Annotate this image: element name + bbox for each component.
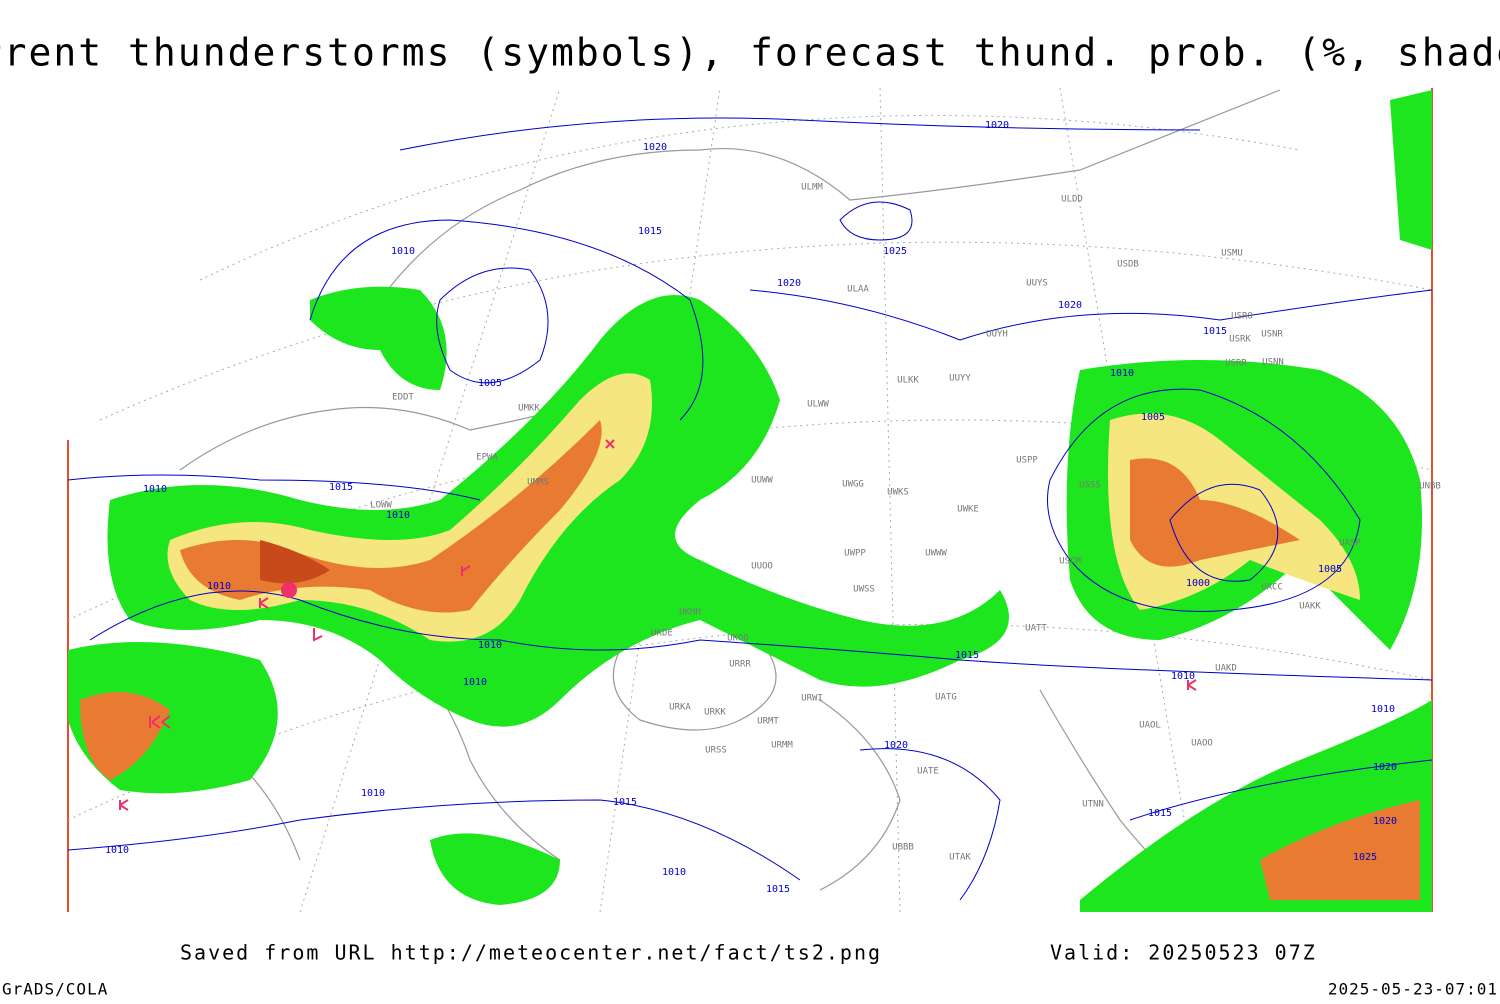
isobar-label: 1015	[613, 797, 637, 808]
station-label: URSS	[705, 746, 727, 756]
isobar-label: 1020	[777, 278, 801, 289]
station-label: UWWW	[925, 549, 947, 559]
isobar-label: 1010	[361, 788, 385, 799]
station-label: USMU	[1221, 249, 1243, 259]
station-label: USRR	[1225, 359, 1247, 369]
station-label: UKDE	[651, 629, 673, 639]
station-label: URKA	[669, 703, 691, 713]
isobar-label: 1010	[662, 867, 686, 878]
station-label: ULMM	[801, 183, 823, 193]
source-url: Saved from URL http://meteocenter.net/fa…	[180, 941, 882, 965]
isobar-label: 1010	[105, 845, 129, 856]
station-label: URWI	[801, 694, 823, 704]
station-label: ULDD	[1061, 195, 1083, 205]
isobar-label: 1005	[1318, 564, 1342, 575]
station-label: UWKE	[957, 505, 979, 515]
station-label: USRK	[1229, 335, 1251, 345]
isobar-label: 1020	[985, 120, 1009, 131]
station-label: UTNN	[1082, 800, 1104, 810]
station-label: UUOO	[751, 562, 773, 572]
station-label: UUWW	[751, 476, 773, 486]
station-labels: ULMM ULDD USMU USDB ULAA UUYS USRO USRK USNR UUYH…	[370, 183, 1441, 863]
station-label: EDDT	[392, 393, 414, 403]
isobar-label: 1015	[955, 650, 979, 661]
isobar-label: 1015	[1203, 326, 1227, 337]
isobar-label: 1020	[643, 142, 667, 153]
station-label: UASP	[1339, 539, 1361, 549]
station-label: UWPP	[844, 549, 866, 559]
station-label: UUYS	[1026, 279, 1048, 289]
station-label: ULKK	[897, 376, 919, 386]
timestamp: 2025-05-23-07:01	[1328, 980, 1498, 999]
station-label: ULAA	[847, 285, 869, 295]
isobar-label: 1015	[766, 884, 790, 895]
station-label: URMM	[771, 741, 793, 751]
station-label: UMKK	[518, 404, 540, 414]
station-label: UAOL	[1139, 721, 1161, 731]
isobar-label: 1010	[207, 581, 231, 592]
isobar-label: 1020	[1058, 300, 1082, 311]
station-label: USRO	[1231, 312, 1253, 322]
isobar-label: 1025	[1353, 852, 1377, 863]
station-label: USCM	[1059, 557, 1081, 567]
isobar-label: 1005	[1141, 412, 1165, 423]
station-label: UMMS	[527, 478, 549, 488]
station-label: UAKD	[1215, 664, 1237, 674]
station-label: URRR	[729, 660, 751, 670]
valid-time: Valid: 20250523 07Z	[1050, 941, 1317, 965]
station-label: URMT	[757, 717, 779, 727]
station-label: URKK	[704, 708, 726, 718]
graticule	[67, 87, 1433, 913]
isobar-label: 1010	[1371, 704, 1395, 715]
isobar-label: 1025	[883, 246, 907, 257]
station-label: UBBB	[892, 843, 914, 853]
station-label: UAKK	[1299, 602, 1321, 612]
station-label: UATE	[917, 767, 939, 777]
station-label: UKOO	[727, 634, 749, 644]
station-label: USPP	[1016, 456, 1038, 466]
station-label: UKHH	[679, 608, 701, 618]
station-label: UAOO	[1191, 739, 1213, 749]
isobar-label: 1010	[463, 677, 487, 688]
station-label: USDB	[1117, 260, 1139, 270]
station-label: UNBB	[1419, 482, 1441, 492]
station-label: UWKS	[887, 488, 909, 498]
isobar-label: 1010	[143, 484, 167, 495]
station-label: UUYY	[949, 374, 971, 384]
station-label: ULWW	[807, 400, 829, 410]
station-label: UWGG	[842, 480, 864, 490]
isobar-label: 1015	[1148, 808, 1172, 819]
station-label: LOWW	[370, 501, 392, 511]
isobar-label: 1010	[1110, 368, 1134, 379]
station-label: USNR	[1261, 330, 1283, 340]
station-label: UUYH	[986, 330, 1008, 340]
isobar-label: 1015	[329, 482, 353, 493]
station-label: USNN	[1262, 358, 1284, 368]
station-label: UATT	[1025, 624, 1047, 634]
isobar-label: 1010	[386, 510, 410, 521]
isobar-label: 1005	[478, 378, 502, 389]
isobar-label: 1020	[884, 740, 908, 751]
isobar-label: 1015	[638, 226, 662, 237]
isobar-label: 1020	[1373, 816, 1397, 827]
isobar-label: 1020	[1373, 762, 1397, 773]
station-label: UTAK	[949, 853, 971, 863]
station-label: UATG	[935, 693, 957, 703]
isobar-labels: 1020 1020 1015 1010 1025 1020 1020 1015 1005 1010…	[105, 120, 1397, 895]
isobar-label: 1010	[478, 640, 502, 651]
station-label: EPWA	[476, 453, 498, 463]
isobar-label: 1010	[1171, 671, 1195, 682]
isobar-label: 1000	[1186, 578, 1210, 589]
isobar-label: 1010	[391, 246, 415, 257]
software: GrADS/COLA	[2, 980, 108, 999]
title: Current thunderstorms (symbols), forecas…	[0, 31, 1500, 75]
station-label: USSS	[1079, 481, 1101, 491]
station-label: UWSS	[853, 585, 875, 595]
thunderstorm-symbols	[119, 439, 1197, 811]
station-label: UACC	[1261, 583, 1283, 593]
thunderstorm-probability-shading	[68, 90, 1432, 912]
